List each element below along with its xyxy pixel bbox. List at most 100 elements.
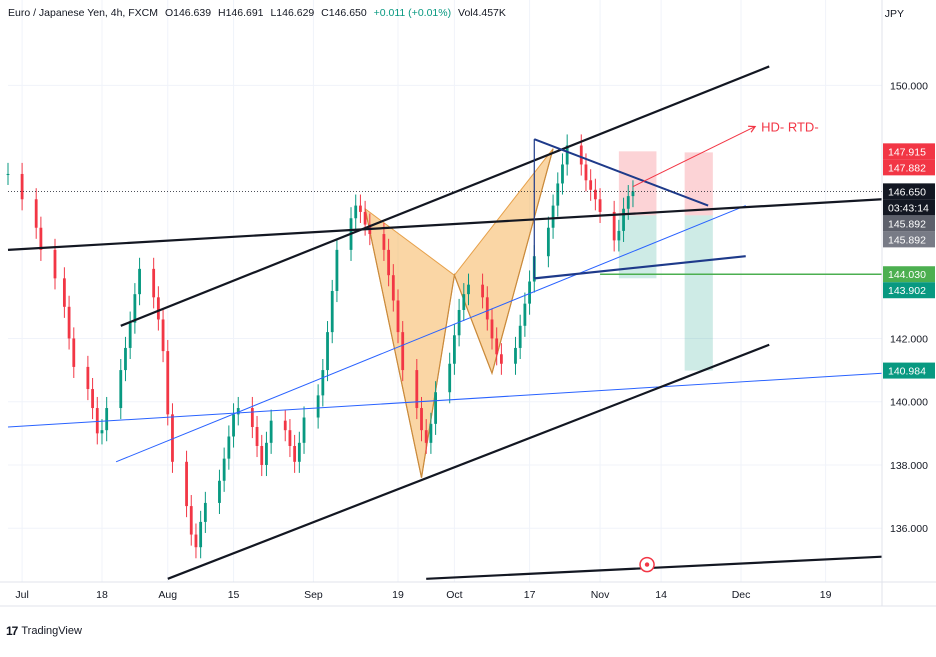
candle-body — [6, 173, 10, 175]
candle-body — [452, 335, 456, 364]
candle-body — [481, 284, 484, 298]
price-label-text: 144.030 — [888, 269, 926, 281]
candle-body — [265, 442, 268, 465]
candle-body — [203, 502, 207, 522]
pattern-triangle-xab[interactable] — [364, 207, 455, 478]
price-label-box — [883, 183, 935, 200]
change-value: +0.011 (+0.01%) — [373, 7, 452, 19]
x-tick-label: 15 — [228, 589, 240, 601]
price-label-text: 140.984 — [888, 366, 926, 378]
candle-body — [626, 196, 630, 209]
candle-body — [490, 319, 494, 339]
candle-body — [161, 319, 165, 352]
candle-body — [185, 461, 188, 507]
y-tick-label: 140.000 — [890, 397, 928, 409]
x-tick-label: Aug — [158, 589, 177, 601]
channel-upper-line[interactable] — [120, 65, 770, 327]
candle-body — [316, 395, 320, 418]
trend-lines[interactable] — [7, 65, 883, 580]
candle-body — [326, 332, 329, 371]
candle-body — [227, 436, 231, 459]
candle-body — [396, 300, 400, 333]
candle-body — [330, 291, 334, 333]
candle-body — [288, 430, 292, 446]
price-label-text: 143.902 — [888, 285, 926, 297]
position-box-teal[interactable] — [684, 215, 713, 371]
candle-body — [39, 227, 43, 250]
trendline-blue-diagonal[interactable] — [115, 205, 746, 463]
channel-lower-line[interactable] — [167, 343, 770, 580]
candle-body — [67, 306, 71, 339]
candle-body — [321, 370, 325, 396]
candle-body — [495, 338, 499, 355]
candle-body — [565, 145, 569, 165]
tradingview-brand[interactable]: 17 TradingView — [6, 624, 82, 638]
candle-body — [34, 199, 38, 228]
x-tick-label: Oct — [446, 589, 462, 601]
x-tick-label: 19 — [392, 589, 404, 601]
candle-body — [293, 445, 297, 462]
symbol-title: Euro / Japanese Yen, 4h, FXCM — [8, 7, 159, 19]
candle-body — [382, 234, 386, 250]
candle-body — [424, 430, 428, 443]
candle-body — [462, 294, 466, 310]
candle-body — [622, 208, 625, 231]
candle-body — [95, 408, 99, 434]
candle-body — [589, 180, 593, 190]
candle-body — [556, 183, 560, 206]
harmonic-pattern[interactable] — [364, 148, 554, 478]
currency-label: JPY — [884, 8, 904, 20]
low-value: L146.629 — [270, 7, 315, 19]
candle-body — [302, 417, 306, 443]
candle-body — [138, 268, 141, 295]
candle-body — [222, 458, 226, 481]
trendline-blue-long[interactable] — [7, 372, 883, 428]
candle-body — [269, 420, 273, 443]
candle-body — [593, 189, 597, 200]
candle-body — [250, 408, 254, 428]
trendline-black-resistance[interactable] — [7, 198, 883, 251]
candle-body — [523, 303, 527, 326]
candle-body — [119, 370, 123, 409]
candle-body — [100, 430, 104, 434]
symbol-legend: Euro / Japanese Yen, 4h, FXCM O146.639 H… — [8, 7, 510, 19]
target-arrow-line[interactable] — [632, 126, 756, 188]
position-box-red[interactable] — [684, 152, 713, 216]
price-label-box — [883, 362, 935, 379]
candle-body — [561, 164, 564, 184]
price-scale-labels: 147.915 147.882 146.650 03:43:14 145.892 145.… — [883, 143, 935, 379]
candle-body — [528, 281, 531, 304]
target-arrow-head — [748, 125, 757, 133]
candle-body — [53, 249, 57, 279]
candle-body — [86, 366, 90, 390]
candle-body — [105, 408, 109, 431]
x-tick-label: Nov — [591, 589, 610, 601]
tradingview-logo-icon: 17 — [6, 624, 18, 638]
pattern-triangle-bcd[interactable] — [453, 148, 554, 375]
pattern-path[interactable] — [364, 148, 554, 478]
triangle-bottom-line[interactable] — [534, 255, 746, 280]
annotation-label: HD- RTD- — [761, 120, 819, 135]
candle-body — [359, 205, 362, 212]
triangle-top-line[interactable] — [533, 138, 709, 207]
candle-body — [514, 347, 517, 364]
x-tick-label: Dec — [732, 589, 751, 601]
open-value: O146.639 — [164, 7, 212, 19]
candle-body — [584, 164, 588, 181]
y-tick-label: 150.000 — [890, 80, 928, 92]
price-label-box — [883, 143, 935, 160]
close-value: C146.650 — [321, 7, 367, 19]
volume-value: Vol4.457K — [458, 7, 506, 19]
candle-body — [232, 414, 235, 437]
candle-body — [152, 268, 156, 298]
candle-body — [354, 205, 358, 219]
candle-body — [598, 199, 602, 212]
y-tick-label: 138.000 — [890, 460, 928, 472]
price-label-box — [883, 231, 935, 248]
candle-body — [194, 534, 198, 548]
candle-body — [434, 392, 438, 424]
x-tick-label: Sep — [304, 589, 323, 601]
candle-body — [485, 297, 489, 320]
